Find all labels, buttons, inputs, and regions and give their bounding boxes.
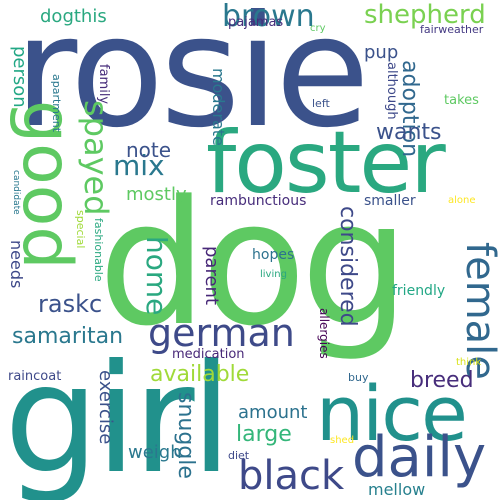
word-fashionable: fashionable [92,218,105,282]
word-rambunctious: rambunctious [210,193,307,209]
word-dogthis: dogthis [40,6,107,27]
word-rosie: rosie [14,0,370,162]
word-friendly: friendly [392,283,446,299]
word-raincoat: raincoat [8,369,62,384]
word-fairweather: fairweather [420,23,484,36]
word-needs: needs [7,240,26,289]
word-note: note [126,138,172,162]
word-samaritan: samaritan [12,324,124,349]
word-mix: mix [113,149,165,182]
word-dog: dog [98,163,410,364]
word-although: although [384,62,399,120]
word-spayed: spayed [77,100,115,216]
word-nice: nice [316,369,468,458]
word-raskc: raskc [38,290,103,318]
word-daily: daily [352,425,487,490]
word-think: think [456,357,482,368]
word-available: available [150,362,250,387]
word-cry: cry [310,23,326,34]
word-alone: alone [448,195,476,206]
word-girl: girl [4,333,232,500]
word-family: family [96,64,111,105]
word-buy: buy [348,371,369,384]
word-living: living [260,269,287,280]
word-diet: diet [228,449,250,462]
word-weigh: weigh [128,442,182,463]
word-hopes: hopes [252,247,295,263]
word-exercise: exercise [95,370,116,445]
word-mostly: mostly [126,184,187,205]
word-special: special [74,210,87,249]
word-breed: breed [410,368,474,393]
word-brown: brown [222,0,315,34]
word-apartment: apartment [50,74,63,133]
word-left: left [312,97,330,110]
word-home: home [140,236,173,316]
word-moderate: moderate [209,68,228,146]
word-german: german [148,311,295,355]
word-considered: considered [335,206,360,327]
word-mellow: mellow [368,480,426,499]
word-parent: parent [201,246,222,306]
word-candidate: candidate [11,170,21,215]
word-pup: pup [364,42,399,63]
word-shed: shed [330,435,355,446]
word-takes: takes [444,93,479,108]
word-allergies: allergies [317,308,331,359]
word-black: black [238,453,345,499]
word-large: large [236,422,292,447]
word-shepherd: shepherd [364,0,486,30]
word-foster: foster [206,113,446,213]
word-amount: amount [238,402,308,423]
word-wants: wants [376,120,442,145]
word-pajamas: pajamas [228,15,284,30]
word-medication: medication [172,347,245,362]
word-snuggle: snuggle [173,392,198,479]
word-person: person [9,46,30,108]
word-smaller: smaller [364,193,416,209]
